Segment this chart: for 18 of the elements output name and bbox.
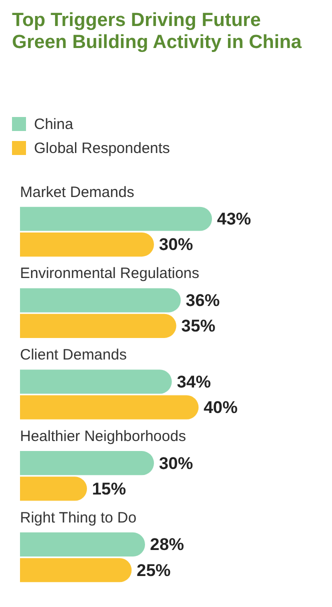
legend-label: Global Respondents — [34, 140, 170, 156]
chart-title: Top Triggers Driving Future Green Building Activity in China — [12, 10, 303, 54]
data-label: 28% — [150, 535, 184, 554]
data-label: 30% — [158, 454, 193, 473]
data-label: 35% — [181, 316, 216, 336]
data-label: 40% — [204, 398, 238, 418]
data-label: 30% — [158, 235, 193, 254]
data-label: 43% — [217, 210, 252, 229]
data-label: 25% — [136, 560, 171, 580]
y-tick-label: Right Thing to Do — [20, 509, 136, 526]
y-tick-label: Market Demands — [20, 184, 134, 201]
y-tick-label: Environmental Regulations — [20, 265, 200, 282]
data-label: 15% — [92, 479, 126, 498]
legend-label: China — [34, 116, 74, 132]
data-label: 34% — [176, 372, 211, 392]
data-label: 36% — [186, 290, 220, 310]
y-tick-label: Healthier Neighborhoods — [20, 428, 186, 446]
y-tick-label: Client Demands — [20, 346, 127, 364]
